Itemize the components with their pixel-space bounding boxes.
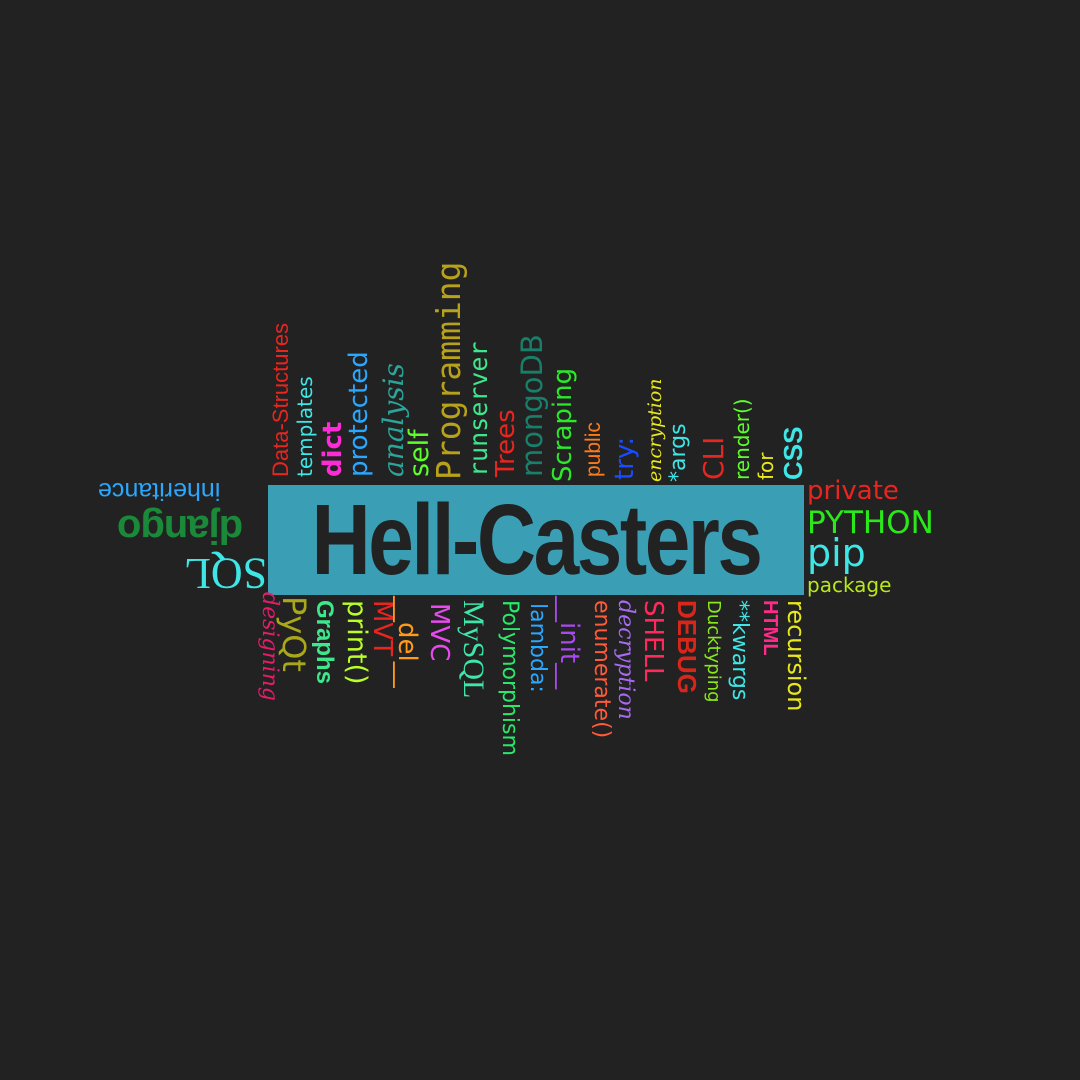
word-for: for [754, 452, 778, 481]
word-sql-left: SQL [184, 549, 268, 598]
word-python: PYTHON [807, 505, 934, 541]
word-mongodb: mongoDB [515, 334, 549, 477]
word-del: __del__ [392, 596, 422, 688]
word-scraping: Scraping [548, 367, 578, 482]
word-protected: protected [344, 351, 374, 477]
word-kwargs: **kwargs [727, 600, 752, 701]
word-debug: DEBUG [672, 600, 702, 694]
word-lambda: lambda: [525, 603, 550, 693]
word-recursion: recursion [782, 600, 810, 712]
word-dict: dict [318, 421, 348, 477]
word-programming: Programming [429, 261, 468, 480]
word-cli: CLI [697, 436, 730, 480]
word-django: django [118, 507, 244, 551]
word-enumerate: enumerate() [589, 600, 614, 739]
word-package: package [807, 573, 892, 597]
page-title: Hell-Casters [311, 484, 762, 596]
word-private: private [807, 476, 899, 506]
word-graphs: Graphs [311, 600, 338, 685]
word-decryption: decryption [613, 600, 638, 720]
word-templates: templates [293, 376, 317, 477]
word-runserver: runserver [464, 341, 493, 477]
word-public: public [582, 422, 605, 477]
word-render: render() [730, 398, 754, 480]
word-css: CSS [778, 426, 808, 480]
word-shell: SHELL [638, 600, 668, 682]
word-html: HTML [759, 600, 781, 656]
word-data-structures: Data-Structures [268, 322, 293, 477]
word-pip: pip [807, 531, 866, 575]
word-polymorphism: Polymorphism [497, 600, 522, 756]
word-mysql: MySQL [457, 600, 490, 699]
word-try: try: [610, 436, 640, 480]
word-ducktyping: Ducktyping [703, 600, 724, 703]
word-args: *args [666, 423, 691, 482]
word-inheritance: inheritance [98, 477, 221, 505]
word-mvc: MVC [424, 603, 454, 662]
word-pyqt: PyQt [275, 596, 313, 672]
word-print: print() [341, 600, 372, 685]
word-encryption: encryption [644, 378, 666, 483]
title-banner [268, 485, 804, 595]
word-init: __init__ [554, 596, 584, 690]
